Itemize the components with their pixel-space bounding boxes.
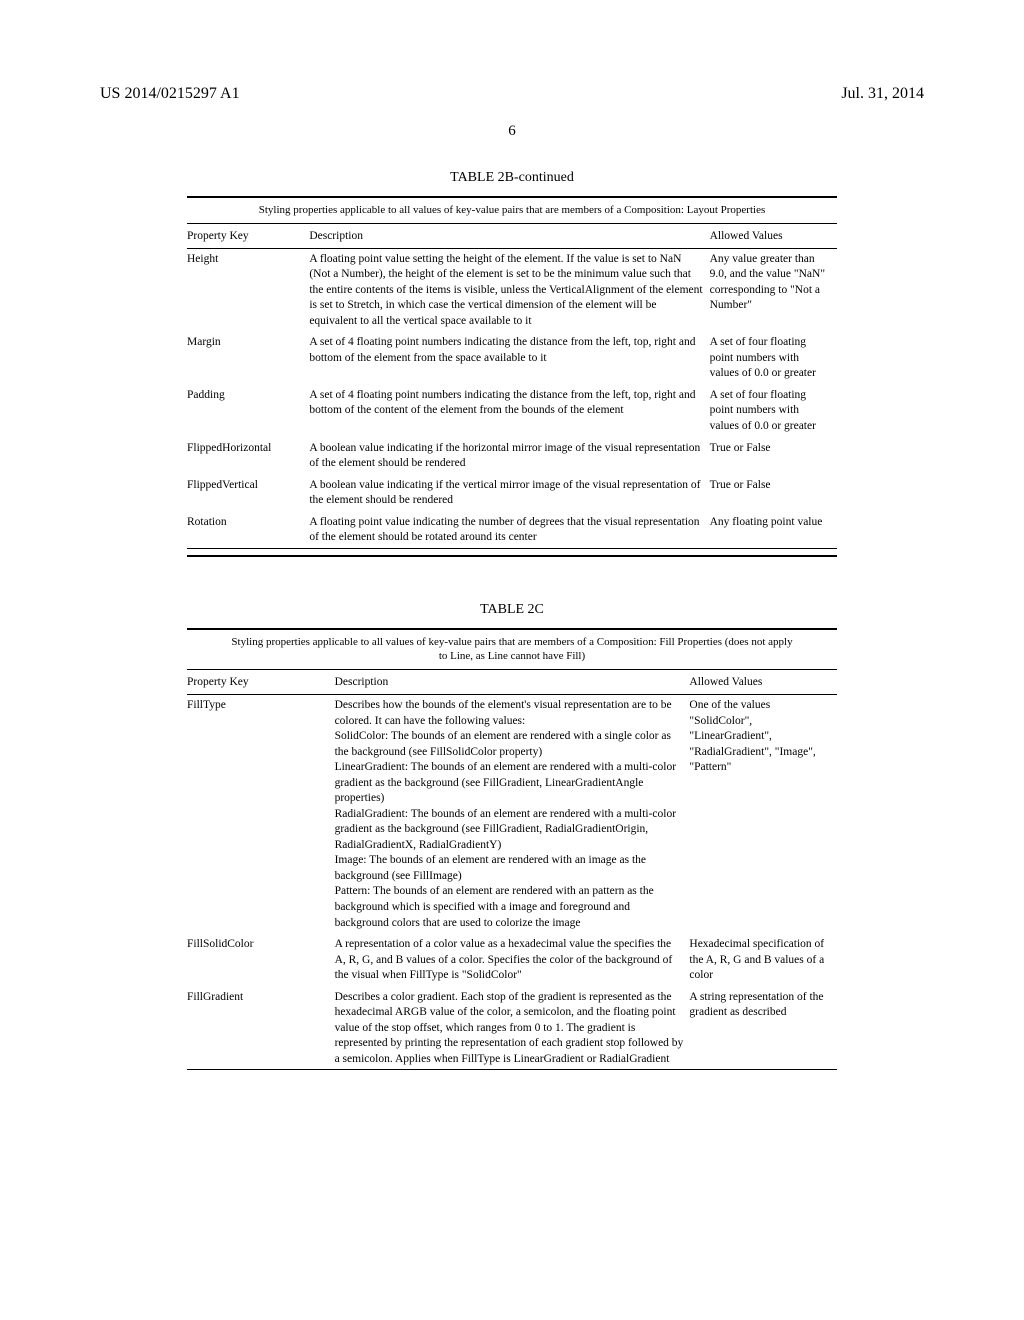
table-row: RotationA floating point value indicatin… [187, 512, 837, 549]
cell-val: True or False [710, 475, 837, 512]
col-header: Description [309, 224, 709, 248]
table-row: FillTypeDescribes how the bounds of the … [187, 695, 837, 934]
table-row: MarginA set of 4 floating point numbers … [187, 332, 837, 385]
table-2b: Property Key Description Allowed Values … [187, 224, 837, 549]
cell-val: A set of four floating point numbers wit… [710, 332, 837, 385]
table-row: FlippedVerticalA boolean value indicatin… [187, 475, 837, 512]
table-2c-title: TABLE 2C [187, 602, 837, 618]
table-2b-title: TABLE 2B-continued [187, 170, 837, 186]
col-header: Description [335, 670, 690, 694]
table-2c: Property Key Description Allowed Values … [187, 670, 837, 1070]
cell-val: One of the values "SolidColor", "LinearG… [689, 695, 837, 934]
cell-val: Any floating point value [710, 512, 837, 549]
cell-key: FillSolidColor [187, 934, 335, 987]
cell-desc: A representation of a color value as a h… [335, 934, 690, 987]
publication-date: Jul. 31, 2014 [841, 85, 924, 103]
table-row: PaddingA set of 4 floating point numbers… [187, 385, 837, 438]
cell-val: Any value greater than 9.0, and the valu… [710, 249, 837, 333]
cell-key: Rotation [187, 512, 309, 549]
table-row: FlippedHorizontalA boolean value indicat… [187, 438, 837, 475]
table-row: FillGradientDescribes a color gradient. … [187, 987, 837, 1071]
table-2c-caption: Styling properties applicable to all val… [187, 630, 837, 670]
cell-desc: A set of 4 floating point numbers indica… [309, 385, 709, 438]
col-header: Allowed Values [689, 670, 837, 694]
cell-key: Padding [187, 385, 309, 438]
col-header: Property Key [187, 670, 335, 694]
table-2c-block: TABLE 2C Styling properties applicable t… [187, 602, 837, 1071]
cell-val: A set of four floating point numbers wit… [710, 385, 837, 438]
cell-desc: A boolean value indicating if the horizo… [309, 438, 709, 475]
cell-desc: A floating point value indicating the nu… [309, 512, 709, 549]
cell-val: A string representation of the gradient … [689, 987, 837, 1071]
patent-page: US 2014/0215297 A1 Jul. 31, 2014 6 TABLE… [0, 0, 1024, 1175]
page-header: US 2014/0215297 A1 Jul. 31, 2014 [100, 85, 924, 103]
col-header: Allowed Values [710, 224, 837, 248]
cell-key: FlippedHorizontal [187, 438, 309, 475]
page-number: 6 [100, 123, 924, 140]
table-row: HeightA floating point value setting the… [187, 249, 837, 333]
publication-number: US 2014/0215297 A1 [100, 85, 240, 103]
cell-key: FillGradient [187, 987, 335, 1071]
cell-desc: A boolean value indicating if the vertic… [309, 475, 709, 512]
cell-key: FlippedVertical [187, 475, 309, 512]
cell-val: Hexadecimal specification of the A, R, G… [689, 934, 837, 987]
table-2b-caption: Styling properties applicable to all val… [187, 198, 837, 223]
cell-key: FillType [187, 695, 335, 934]
table-row: FillSolidColorA representation of a colo… [187, 934, 837, 987]
cell-desc: A floating point value setting the heigh… [309, 249, 709, 333]
cell-desc: A set of 4 floating point numbers indica… [309, 332, 709, 385]
table-2b-block: TABLE 2B-continued Styling properties ap… [187, 170, 837, 557]
col-header: Property Key [187, 224, 309, 248]
cell-desc: Describes a color gradient. Each stop of… [335, 987, 690, 1071]
cell-desc: Describes how the bounds of the element'… [335, 695, 690, 934]
cell-key: Height [187, 249, 309, 333]
cell-val: True or False [710, 438, 837, 475]
cell-key: Margin [187, 332, 309, 385]
